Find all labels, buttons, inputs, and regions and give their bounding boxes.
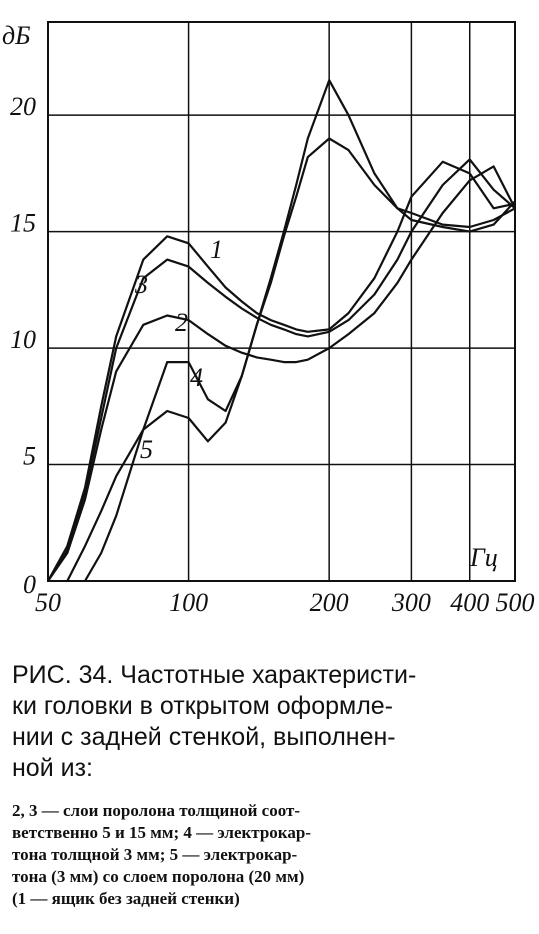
y-tick-label: 10 (10, 325, 36, 354)
caption-line: тона толщной 3 мм; 5 — электрокар- (12, 845, 298, 864)
x-tick-label: 400 (450, 588, 489, 617)
series-label: 1 (210, 235, 223, 264)
x-tick-label: 50 (35, 588, 61, 617)
y-tick-label: 0 (23, 570, 36, 599)
series-line (84, 79, 516, 582)
series-line (47, 160, 516, 582)
caption-line: (1 — ящик без задней стенки) (12, 889, 240, 908)
y-tick-label: 20 (10, 92, 36, 121)
caption-line: ки головки в открытом оформле- (12, 692, 394, 720)
x-tick-label: 100 (169, 588, 208, 617)
series-label: 5 (140, 435, 153, 464)
x-axis-label: Гц (469, 543, 498, 572)
series-label: 3 (134, 270, 148, 299)
caption-line: ной из: (12, 754, 93, 782)
series-line (47, 165, 516, 582)
series-line (66, 137, 516, 582)
caption-title: РИС. 34. Частотные характеристи-ки голов… (12, 660, 532, 784)
caption-line: тона (3 мм) со слоем поролона (20 мм) (12, 867, 305, 886)
x-tick-label: 300 (391, 588, 431, 617)
series-label: 4 (190, 363, 203, 392)
y-tick-label: 15 (10, 209, 36, 238)
plot-frame (47, 21, 516, 582)
x-tick-label: 500 (496, 588, 535, 617)
series-label: 2 (175, 308, 188, 337)
series-line (47, 158, 516, 582)
caption-line: 2, 3 — слои поролона толщиной соот- (12, 801, 300, 820)
y-tick-label: 5 (23, 442, 36, 471)
caption-note: 2, 3 — слои поролона толщиной соот-ветст… (12, 800, 532, 910)
caption-line: ветственно 5 и 15 мм; 4 — электрокар- (12, 823, 311, 842)
caption-line: нии с задней стенкой, выполнен- (12, 723, 396, 751)
x-tick-label: 200 (310, 588, 349, 617)
y-axis-label: дБ (2, 21, 31, 50)
caption-line: РИС. 34. Частотные характеристи- (12, 661, 417, 689)
